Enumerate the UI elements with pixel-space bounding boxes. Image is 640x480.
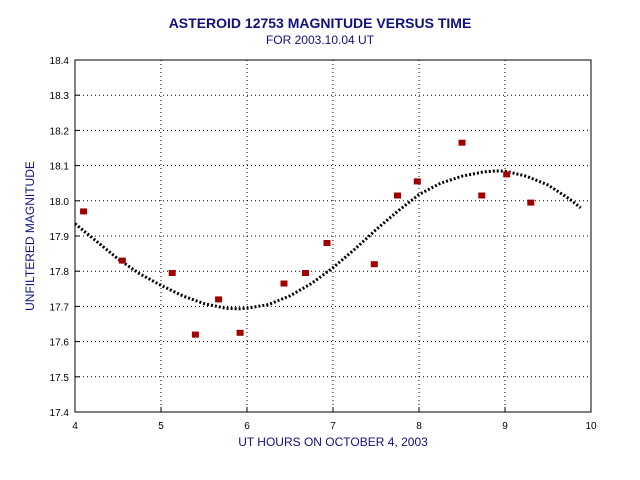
y-tick-label: 17.6 — [50, 338, 70, 349]
x-tick-label: 9 — [502, 421, 508, 432]
data-point — [323, 240, 331, 246]
y-axis-ticks: 17.4 17.5 17.6 17.7 17.8 17.9 18.0 18.1 18.2 18.3… — [50, 56, 80, 419]
data-point — [191, 331, 199, 338]
data-point — [503, 171, 511, 178]
x-tick-label: 7 — [330, 421, 336, 432]
x-tick-label: 5 — [158, 421, 164, 432]
x-tick-label: 6 — [244, 421, 250, 432]
y-axis-label: UNFILTERED MAGNITUDE — [23, 161, 37, 311]
y-tick-label: 18.1 — [50, 162, 70, 173]
grid — [75, 60, 591, 412]
data-point — [478, 192, 486, 199]
y-tick-label: 17.7 — [50, 302, 70, 313]
data-point — [527, 199, 535, 206]
data-point — [370, 261, 378, 268]
data-point — [413, 178, 421, 185]
fit-curve-line — [74, 169, 582, 311]
fit-curve — [74, 169, 582, 311]
data-point — [118, 257, 126, 264]
y-tick-label: 17.8 — [50, 267, 70, 278]
y-tick-label: 18.4 — [50, 56, 70, 67]
chart-subtitle: FOR 2003.10.04 UT — [266, 33, 375, 47]
data-point — [302, 270, 309, 276]
data-point — [168, 270, 176, 276]
data-point — [280, 280, 288, 287]
chart-title: ASTEROID 12753 MAGNITUDE VERSUS TIME — [169, 15, 472, 31]
data-point — [215, 296, 223, 303]
y-tick-label: 17.4 — [50, 408, 70, 419]
data-point — [458, 139, 466, 146]
data-point — [80, 208, 88, 215]
x-tick-label: 8 — [416, 421, 422, 432]
y-tick-label: 18.2 — [50, 126, 70, 137]
y-tick-label: 17.9 — [50, 232, 70, 243]
x-tick-label: 4 — [72, 421, 78, 432]
data-point — [394, 192, 401, 199]
x-axis-ticks: 4 5 6 7 8 9 10 — [72, 407, 597, 432]
y-tick-label: 18.3 — [50, 91, 70, 102]
x-tick-label: 10 — [585, 421, 597, 432]
data-points — [80, 139, 535, 338]
y-tick-label: 17.5 — [50, 373, 70, 384]
data-point — [236, 329, 244, 336]
y-tick-label: 18.0 — [50, 197, 70, 208]
x-axis-label: UT HOURS ON OCTOBER 4, 2003 — [238, 435, 428, 449]
